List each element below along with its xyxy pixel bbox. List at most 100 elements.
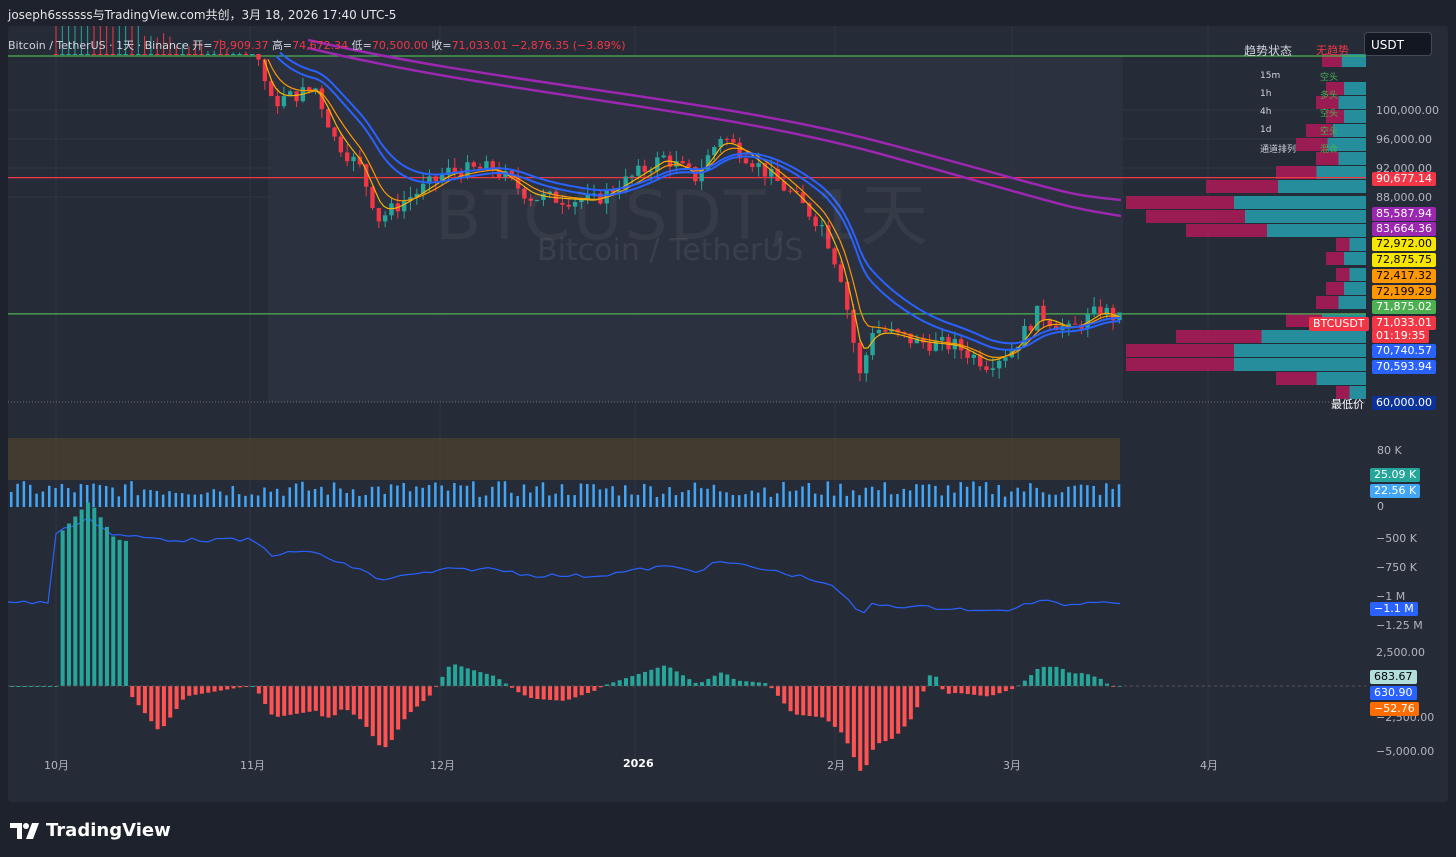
candle-body <box>876 330 882 334</box>
volume-bar <box>674 495 678 507</box>
volume-bar <box>851 490 855 507</box>
macd-histogram-bar <box>130 686 135 698</box>
volume-bar <box>117 496 121 507</box>
time-tick: 4月 <box>1200 759 1218 772</box>
volume-bar <box>313 488 317 507</box>
volume-bar <box>706 488 709 507</box>
macd-histogram-bar <box>794 686 799 715</box>
candle-body <box>838 264 844 282</box>
candle-body <box>579 200 584 202</box>
candle-body <box>737 142 742 159</box>
volume-bar <box>339 488 342 507</box>
volume-bar <box>161 494 165 507</box>
macd-histogram-bar <box>1003 686 1008 692</box>
macd-histogram-bar <box>339 686 344 710</box>
volume-bar <box>921 484 925 507</box>
candle-body <box>313 88 318 91</box>
candle-body <box>91 54 97 55</box>
chart-canvas[interactable] <box>8 26 1448 802</box>
macd-histogram-bar <box>1010 686 1015 690</box>
macd-histogram-bar <box>244 686 249 687</box>
macd-histogram-bar <box>965 686 970 695</box>
candle-body <box>129 54 135 55</box>
macd-histogram-bar <box>16 686 21 687</box>
volume-bar <box>434 482 437 507</box>
volume-profile-bar <box>1261 330 1366 343</box>
volume-bar <box>263 487 266 507</box>
macd-histogram-bar <box>111 536 116 686</box>
candle-body <box>1104 307 1109 315</box>
macd-histogram-bar <box>1041 666 1046 686</box>
volume-bar <box>307 490 311 507</box>
macd-histogram-bar <box>839 686 844 733</box>
price-tag: 72,417.32 <box>1372 269 1436 283</box>
candle-body <box>977 354 983 367</box>
macd-histogram-bar <box>807 686 812 716</box>
obv-tick: −500 K <box>1376 532 1417 545</box>
volume-bar <box>655 496 659 507</box>
volume-profile-bar <box>1326 282 1344 295</box>
candle-body <box>199 54 204 55</box>
candle-body <box>452 167 457 173</box>
tradingview-logo[interactable]: TradingView <box>10 820 171 841</box>
volume-bar <box>959 482 962 507</box>
legend-high: 74,672.34 <box>292 39 349 52</box>
volume-bar <box>940 495 944 507</box>
ma-line-fast <box>263 59 1121 361</box>
price-tag: 85,587.94 <box>1372 207 1436 221</box>
macd-histogram-bar <box>294 686 299 714</box>
candle-body <box>148 54 154 55</box>
candle-body <box>724 139 730 141</box>
macd-histogram-bar <box>567 686 572 700</box>
volume-profile-bar <box>1336 386 1350 399</box>
macd-histogram-bar <box>358 686 363 720</box>
volume-bar <box>149 489 152 507</box>
candle-body <box>262 59 268 82</box>
candle-body <box>800 192 806 204</box>
volume-bar <box>687 490 690 507</box>
volume-bar <box>927 484 931 507</box>
volume-bar <box>510 492 513 507</box>
macd-histogram-bar <box>1035 668 1040 686</box>
macd-histogram-bar <box>28 686 33 687</box>
chart-frame[interactable] <box>8 26 1448 802</box>
volume-bar <box>180 493 184 507</box>
price-tag: 72,875.75 <box>1372 253 1436 267</box>
candle-body <box>826 225 831 249</box>
macd-histogram-bar <box>959 686 964 694</box>
volume-bar <box>592 484 595 507</box>
candle-body <box>591 193 597 195</box>
price-tag: 01:19:35 <box>1372 329 1430 343</box>
candle-body <box>996 360 1002 369</box>
macd-histogram-bar <box>573 686 578 698</box>
volume-bar <box>1111 488 1114 507</box>
macd-histogram-bar <box>60 530 65 686</box>
candle-body <box>851 309 856 343</box>
legend-pair: Bitcoin / TetherUS · 1天 · Binance <box>8 39 189 52</box>
candle-body <box>895 329 901 333</box>
volume-profile-bar <box>1333 124 1366 137</box>
volume-profile-bar <box>1245 210 1366 223</box>
volume-tick: 0 <box>1377 500 1384 513</box>
macd-histogram-bar <box>756 682 761 686</box>
currency-button[interactable]: USDT <box>1364 32 1432 56</box>
volume-bar <box>301 481 304 507</box>
candle-body <box>680 160 685 164</box>
macd-histogram-bar <box>212 686 217 692</box>
symbol-tag: BTCUSDT <box>1309 317 1369 331</box>
volume-bar <box>896 494 899 507</box>
volume-profile-bar <box>1316 166 1366 179</box>
candle-body <box>1022 325 1027 347</box>
trend-row: 15m 空头 <box>1240 67 1340 85</box>
volume-bar <box>737 495 741 507</box>
macd-histogram-bar <box>1022 680 1027 686</box>
candle-body <box>965 350 970 358</box>
macd-histogram-bar <box>946 686 951 694</box>
candle-body <box>1028 325 1034 331</box>
trend-tf: 通道排列 <box>1260 144 1297 155</box>
macd-histogram-bar <box>282 686 287 716</box>
volume-bar <box>256 495 260 507</box>
volume-profile-bar <box>1234 344 1366 357</box>
macd-histogram-bar <box>1054 666 1059 686</box>
macd-histogram-bar <box>927 675 932 686</box>
